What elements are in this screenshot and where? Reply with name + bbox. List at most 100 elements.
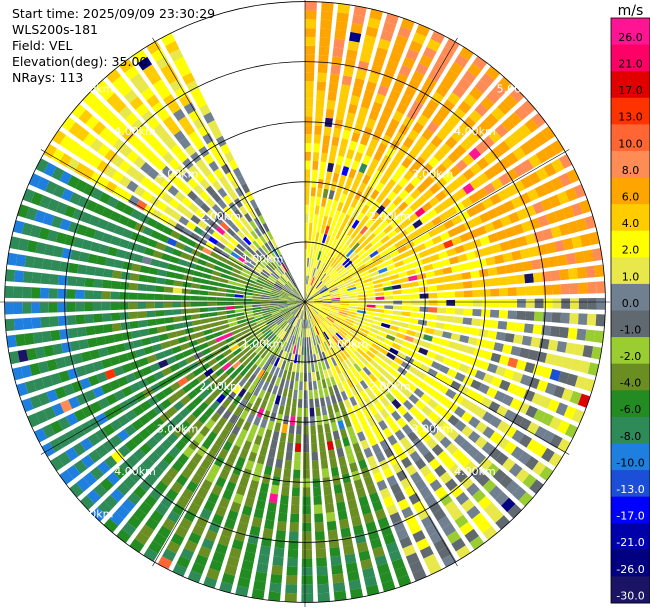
range-gate bbox=[507, 382, 519, 395]
range-gate bbox=[173, 426, 185, 438]
range-gate bbox=[474, 436, 488, 449]
range-gate bbox=[191, 407, 203, 419]
range-gate bbox=[399, 436, 411, 448]
range-gate bbox=[138, 213, 150, 224]
range-gate bbox=[311, 231, 316, 241]
range-gate bbox=[368, 373, 378, 383]
range-gate bbox=[449, 61, 464, 76]
range-gate bbox=[287, 548, 299, 559]
range-gate bbox=[373, 283, 383, 289]
range-gate bbox=[133, 485, 147, 499]
range-gate bbox=[452, 324, 463, 333]
range-gate bbox=[55, 201, 68, 215]
range-gate bbox=[51, 166, 65, 181]
range-gate bbox=[198, 401, 209, 412]
range-gate bbox=[81, 405, 95, 418]
range-gate bbox=[433, 149, 446, 162]
range-gate bbox=[357, 263, 366, 271]
range-gate bbox=[407, 247, 419, 256]
range-gate bbox=[328, 284, 337, 290]
range-gate bbox=[251, 471, 262, 482]
range-gate bbox=[246, 246, 255, 255]
range-gate bbox=[239, 325, 249, 332]
range-gate bbox=[209, 559, 223, 572]
range-gate bbox=[393, 490, 406, 503]
radar-ray bbox=[16, 302, 305, 397]
range-gate bbox=[394, 240, 405, 249]
range-gate bbox=[302, 328, 305, 338]
range-gate bbox=[522, 260, 533, 271]
range-gate bbox=[328, 153, 336, 164]
range-gate bbox=[308, 319, 312, 328]
range-gate bbox=[393, 337, 404, 345]
range-gate bbox=[305, 295, 312, 302]
range-gate bbox=[383, 309, 393, 315]
range-gate bbox=[59, 399, 73, 413]
range-gate bbox=[418, 250, 429, 259]
range-gate bbox=[112, 138, 126, 152]
range-gate bbox=[398, 189, 409, 200]
range-gate bbox=[296, 300, 305, 302]
range-gate bbox=[183, 321, 193, 328]
range-gate bbox=[312, 249, 316, 259]
range-gate bbox=[190, 308, 200, 314]
range-gate bbox=[346, 49, 358, 60]
range-gate bbox=[283, 262, 290, 271]
range-gate bbox=[472, 489, 486, 503]
range-gate bbox=[471, 238, 482, 249]
range-gate bbox=[476, 473, 490, 487]
range-gate bbox=[212, 378, 223, 388]
radar-ray bbox=[12, 220, 305, 302]
radar-ray bbox=[305, 3, 351, 302]
range-gate bbox=[267, 276, 277, 283]
range-gate bbox=[396, 164, 407, 176]
range-gate bbox=[466, 366, 478, 377]
range-gate bbox=[160, 473, 174, 487]
range-gate bbox=[458, 454, 471, 468]
range-gate bbox=[418, 286, 429, 293]
range-gate bbox=[89, 97, 104, 113]
range-gate bbox=[232, 464, 243, 476]
range-gate bbox=[40, 273, 51, 285]
range-gate bbox=[263, 410, 271, 420]
range-gate bbox=[324, 330, 332, 339]
range-gate bbox=[103, 455, 118, 469]
range-gate bbox=[275, 281, 284, 288]
range-gate bbox=[287, 334, 293, 344]
range-gate bbox=[394, 260, 405, 268]
range-gate bbox=[331, 304, 341, 307]
range-gate bbox=[563, 405, 577, 420]
range-gate bbox=[190, 345, 201, 354]
range-gate bbox=[332, 403, 340, 413]
range-gate bbox=[352, 442, 362, 453]
range-gate bbox=[208, 311, 218, 317]
range-gate bbox=[179, 420, 191, 432]
range-gate bbox=[386, 503, 399, 516]
range-gate bbox=[329, 289, 339, 294]
range-gate bbox=[312, 336, 316, 346]
range-gate bbox=[199, 312, 209, 319]
range-gate bbox=[343, 66, 354, 78]
range-gate bbox=[373, 150, 384, 162]
range-gate bbox=[131, 119, 145, 133]
range-gate bbox=[5, 318, 15, 332]
range-gate bbox=[309, 213, 314, 223]
range-gate bbox=[331, 303, 341, 305]
range-gate bbox=[324, 494, 334, 505]
range-gate bbox=[378, 419, 388, 431]
range-gate bbox=[329, 458, 338, 468]
range-gate bbox=[66, 140, 81, 155]
range-gate bbox=[308, 337, 312, 346]
radar-ray bbox=[116, 302, 305, 544]
range-gate bbox=[343, 544, 355, 556]
range-gate bbox=[241, 559, 254, 571]
range-gate bbox=[236, 243, 246, 252]
range-gate bbox=[84, 363, 96, 375]
range-gate bbox=[450, 380, 462, 391]
range-gate bbox=[111, 322, 122, 332]
range-gate bbox=[305, 296, 312, 302]
range-gate bbox=[348, 251, 357, 260]
range-gate bbox=[358, 267, 368, 274]
range-gate bbox=[88, 449, 102, 464]
range-gate bbox=[71, 380, 84, 393]
